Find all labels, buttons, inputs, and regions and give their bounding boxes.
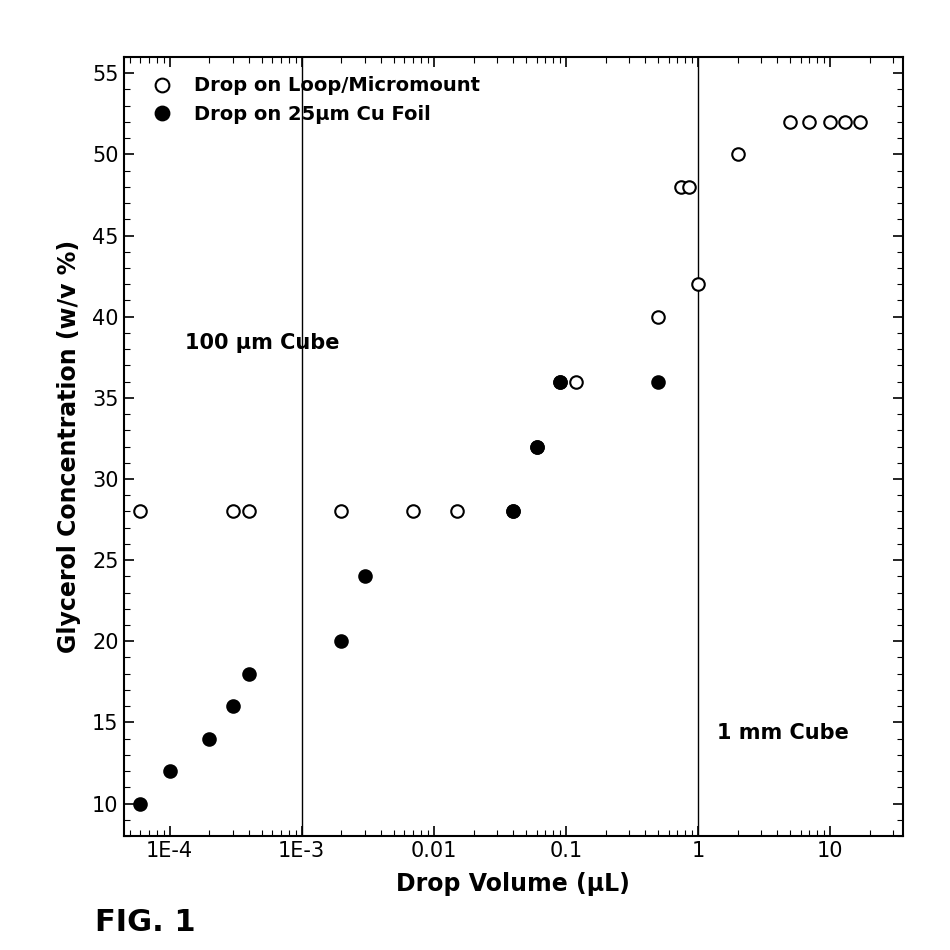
Y-axis label: Glycerol Concentration (w/v %): Glycerol Concentration (w/v %) bbox=[57, 240, 81, 653]
Legend: Drop on Loop/Micromount, Drop on 25μm Cu Foil: Drop on Loop/Micromount, Drop on 25μm Cu… bbox=[133, 66, 489, 134]
Line: Drop on Loop/Micromount: Drop on Loop/Micromount bbox=[134, 116, 866, 518]
Drop on 25μm Cu Foil bbox=[203, 733, 215, 745]
Drop on Loop/Micromount bbox=[675, 181, 687, 193]
Drop on Loop/Micromount bbox=[785, 116, 796, 127]
Drop on 25μm Cu Foil bbox=[554, 376, 565, 388]
Drop on Loop/Micromount bbox=[804, 116, 815, 127]
Text: 1 mm Cube: 1 mm Cube bbox=[717, 723, 849, 743]
Drop on Loop/Micromount bbox=[683, 181, 694, 193]
Drop on Loop/Micromount bbox=[554, 376, 565, 388]
Drop on 25μm Cu Foil bbox=[359, 571, 371, 582]
Drop on Loop/Micromount bbox=[693, 278, 704, 290]
Drop on 25μm Cu Foil bbox=[243, 668, 255, 679]
X-axis label: Drop Volume (μL): Drop Volume (μL) bbox=[396, 872, 630, 896]
Drop on Loop/Micromount bbox=[839, 116, 850, 127]
Line: Drop on 25μm Cu Foil: Drop on 25μm Cu Foil bbox=[134, 375, 664, 809]
Drop on 25μm Cu Foil bbox=[653, 376, 664, 388]
Drop on Loop/Micromount bbox=[451, 505, 463, 517]
Drop on Loop/Micromount bbox=[507, 505, 519, 517]
Drop on 25μm Cu Foil bbox=[531, 441, 542, 452]
Drop on 25μm Cu Foil bbox=[227, 700, 238, 712]
Drop on Loop/Micromount bbox=[135, 505, 146, 517]
Drop on 25μm Cu Foil bbox=[164, 766, 176, 777]
Drop on Loop/Micromount bbox=[571, 376, 582, 388]
Text: FIG. 1: FIG. 1 bbox=[95, 908, 196, 937]
Drop on Loop/Micromount bbox=[408, 505, 419, 517]
Drop on Loop/Micromount bbox=[243, 505, 255, 517]
Drop on Loop/Micromount bbox=[653, 311, 664, 322]
Drop on Loop/Micromount bbox=[855, 116, 866, 127]
Drop on Loop/Micromount bbox=[335, 505, 347, 517]
Drop on Loop/Micromount bbox=[825, 116, 836, 127]
Drop on 25μm Cu Foil bbox=[507, 505, 519, 517]
Drop on 25μm Cu Foil bbox=[135, 798, 146, 809]
Text: 100 μm Cube: 100 μm Cube bbox=[184, 333, 339, 353]
Drop on Loop/Micromount bbox=[227, 505, 238, 517]
Drop on Loop/Micromount bbox=[732, 148, 743, 160]
Drop on 25μm Cu Foil bbox=[335, 636, 347, 647]
Drop on Loop/Micromount bbox=[531, 441, 542, 452]
